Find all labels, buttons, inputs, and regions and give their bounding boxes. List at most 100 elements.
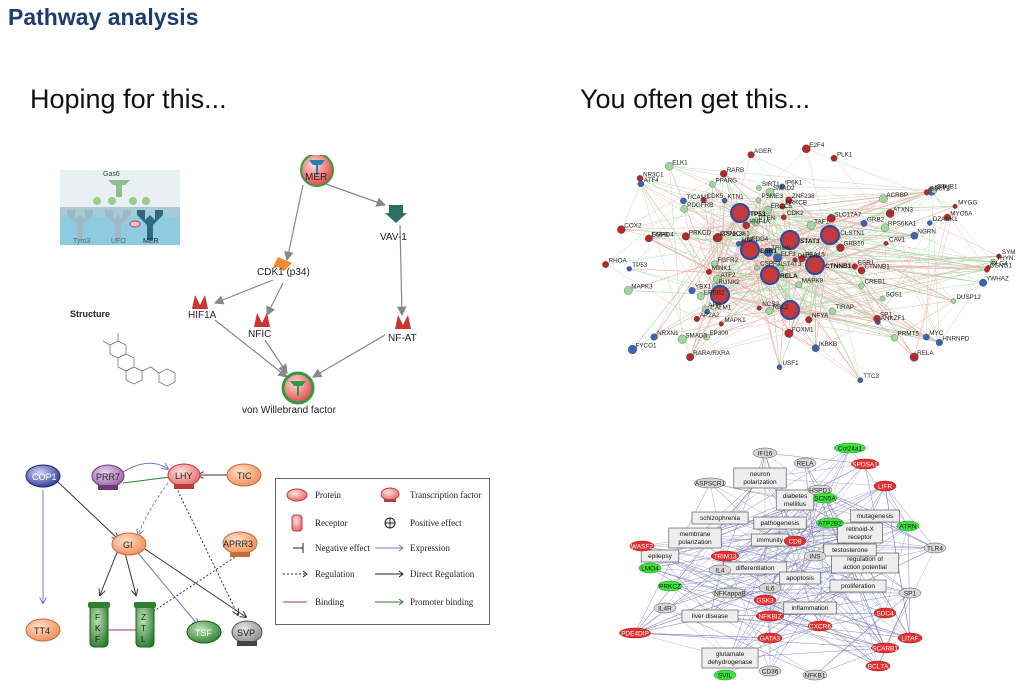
network-node-label: EGFR	[651, 232, 669, 239]
concept-edge	[769, 615, 886, 649]
gene-node	[753, 594, 777, 606]
svg-text:Z: Z	[141, 613, 146, 622]
network-node-label: DZANK1	[933, 216, 958, 223]
network-node	[721, 197, 728, 204]
network-edge	[750, 154, 812, 226]
network-edge	[929, 222, 1000, 257]
network-edge	[669, 166, 683, 340]
network-node-label: MYC	[929, 330, 943, 337]
legend-promoter-binding: Promoter binding	[375, 597, 474, 607]
network-edge	[782, 206, 915, 236]
legend-negative-effect: Negative effect	[293, 543, 371, 553]
svg-text:Positive effect: Positive effect	[410, 518, 462, 528]
concept-box-label: liver disease	[692, 613, 729, 620]
network-node-label: NR3C1	[643, 171, 664, 178]
network-node-label: CTNNB1	[865, 264, 891, 271]
network-node-label: NRXN1	[657, 330, 679, 337]
network-hub-node	[805, 255, 825, 275]
network-edge	[931, 191, 994, 263]
tyro3-receptor-icon	[67, 210, 93, 240]
network-node-label: HNRNPD	[942, 336, 969, 343]
network-edge	[721, 190, 935, 325]
network-hub-node	[710, 285, 730, 305]
concept-box-label: neuron	[750, 471, 771, 478]
gene-node-label: IL4R	[658, 605, 672, 612]
network-node	[885, 209, 895, 218]
gene-node-label: INS	[810, 553, 822, 560]
network-node-label: PSME3	[762, 193, 784, 200]
network-node-label: ZNF238	[792, 193, 815, 200]
network-edge	[605, 264, 697, 320]
network-node	[637, 180, 645, 188]
network-node-label: MYO5A	[950, 210, 973, 217]
network-node-label: USF1	[783, 360, 800, 367]
network-edge	[758, 187, 861, 381]
concept-edge	[634, 585, 859, 634]
network-node	[880, 223, 890, 232]
network-node	[677, 334, 687, 344]
network-edge	[683, 208, 706, 310]
network-node-label: AHR	[708, 302, 722, 309]
gene-node	[850, 458, 880, 470]
network-node-label: SIRT1	[762, 181, 780, 188]
gene-node	[897, 632, 923, 644]
svg-text:APRR3: APRR3	[223, 539, 253, 549]
network-hub-label: STAT3	[800, 238, 820, 245]
gene-node-label: NFKappaB	[714, 590, 746, 597]
concept-box-label: immunity	[757, 537, 784, 544]
network-edge	[769, 274, 790, 334]
gene-node-label: TLR4	[927, 545, 943, 552]
network-edge	[632, 294, 721, 350]
network-node	[857, 377, 864, 384]
concept-box	[668, 527, 722, 549]
svg-text:PRR7: PRR7	[96, 472, 120, 482]
network-hub-label: TP53	[750, 211, 766, 218]
node-mer: MER	[300, 155, 334, 187]
network-node	[805, 316, 813, 324]
network-node	[773, 253, 783, 263]
network-edge	[861, 270, 915, 358]
gene-node	[923, 542, 947, 554]
network-edge	[717, 278, 760, 309]
network-node	[909, 352, 919, 362]
network-edge	[789, 298, 883, 311]
network-node	[688, 287, 696, 294]
svg-text:COP1: COP1	[32, 472, 57, 482]
gene-node-label: GSK3	[756, 597, 774, 604]
network-node	[742, 221, 750, 230]
concept-edge	[884, 485, 909, 527]
network-edge	[628, 290, 721, 296]
concept-edge	[864, 463, 876, 517]
svg-text:NFIC: NFIC	[248, 329, 271, 340]
concept-box-label: testosterone	[832, 547, 868, 554]
network-node-label: NCS2	[762, 301, 779, 308]
gene-node-label: ASPSCR1	[695, 480, 726, 487]
network-node-label: SOS1	[886, 292, 903, 299]
network-node	[860, 220, 868, 227]
svg-text:HIF1A: HIF1A	[188, 310, 217, 321]
network-node	[703, 333, 710, 341]
network-node-label: SPP1	[935, 184, 952, 191]
gene-node-label: CD36	[762, 668, 779, 675]
gene-node	[783, 535, 807, 547]
concept-edge	[729, 539, 771, 659]
gene-node	[896, 520, 920, 532]
gene-node	[873, 480, 897, 492]
network-edge	[829, 234, 915, 358]
network-node-label: ESR1	[858, 259, 875, 266]
network-node-label: FYCO1	[635, 342, 656, 349]
gene-node	[694, 477, 726, 489]
svg-text:Direct Regulation: Direct Regulation	[410, 569, 475, 579]
network-edge	[829, 234, 915, 237]
network-node-label: E2F4	[809, 142, 825, 149]
network-node	[718, 321, 724, 327]
network-node	[950, 298, 956, 304]
network-node-label: YBX1	[695, 284, 712, 291]
network-node-label: CREB1	[865, 279, 886, 286]
network-edge	[788, 199, 791, 311]
network-node-label: CAV1	[889, 236, 905, 243]
network-node	[779, 203, 786, 210]
concept-edge	[799, 577, 879, 667]
concept-box	[783, 601, 837, 615]
network-node-label: MINK1	[712, 265, 732, 272]
